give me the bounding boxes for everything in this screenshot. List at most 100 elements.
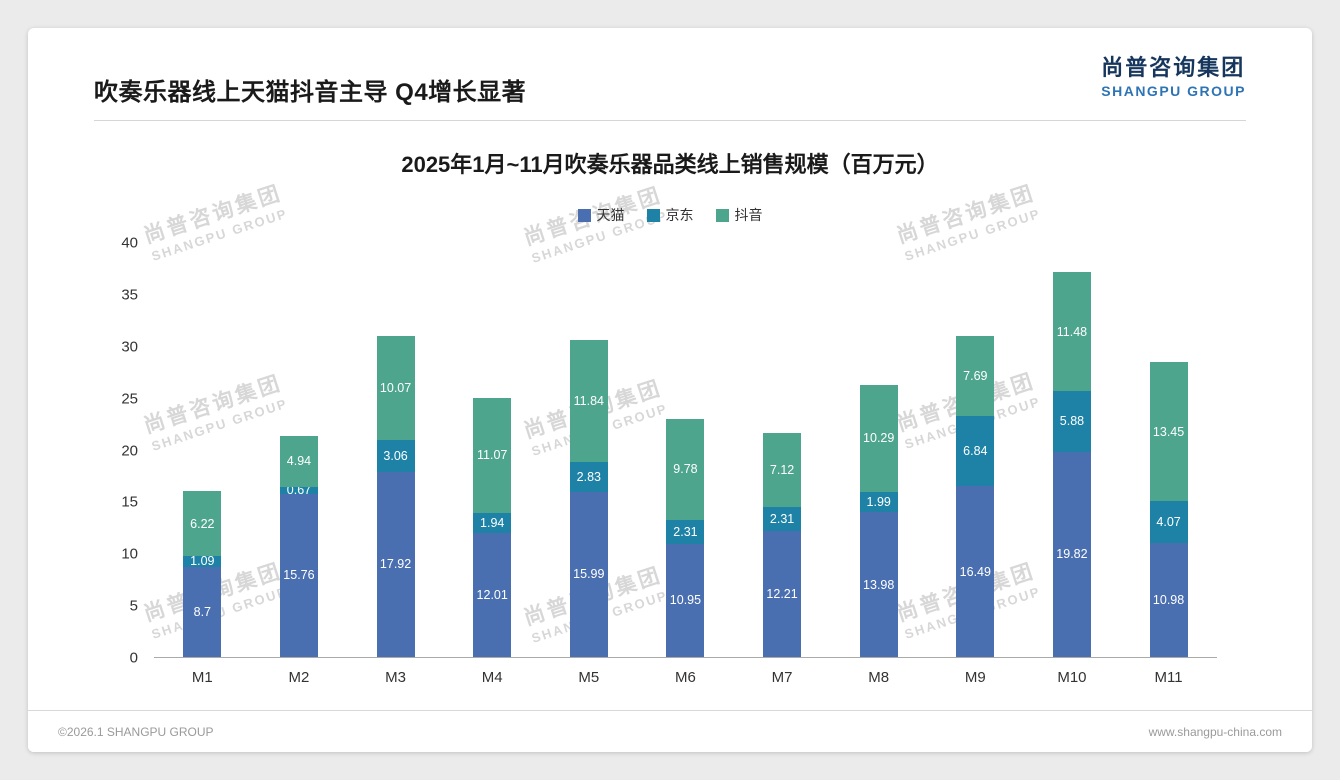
y-tick-label: 40 <box>121 234 138 252</box>
legend-swatch <box>715 208 729 222</box>
bar-stack: 12.21 2.31 7.12 <box>763 243 802 657</box>
y-tick-label: 10 <box>121 545 138 563</box>
bar-stack: 12.01 1.94 11.07 <box>473 243 512 657</box>
footer: ©2026.1 SHANGPU GROUP www.shangpu-china.… <box>28 710 1312 752</box>
bar-segment-天猫: 12.01 <box>473 532 512 657</box>
bar-segment-京东: 1.99 <box>859 491 898 513</box>
bar-segment-天猫: 19.82 <box>1052 451 1091 657</box>
x-axis-label: M3 <box>385 669 406 686</box>
bar-stack: 10.95 2.31 9.78 <box>666 243 705 657</box>
bar-segment-天猫: 15.99 <box>569 491 608 657</box>
y-tick-label: 30 <box>121 338 138 356</box>
bar-column: 12.21 2.31 7.12 M7 <box>763 243 802 686</box>
bar-value-label: 13.98 <box>863 577 895 592</box>
bar-value-label: 3.06 <box>383 448 408 463</box>
bar-segment-抖音: 13.45 <box>1149 362 1188 502</box>
bar-segment-抖音: 10.07 <box>376 335 415 440</box>
legend-swatch <box>646 208 660 222</box>
bar-value-label: 10.95 <box>669 593 702 608</box>
legend: 天猫 京东 抖音 <box>28 205 1312 225</box>
bar-segment-天猫: 8.7 <box>183 566 222 657</box>
bar-stack: 15.99 2.83 11.84 <box>569 243 608 657</box>
bar-segment-抖音: 11.48 <box>1052 272 1091 392</box>
bar-stack: 17.92 3.06 10.07 <box>376 243 415 657</box>
x-axis-label: M9 <box>964 669 986 686</box>
bar-segment-京东: 2.83 <box>569 462 608 492</box>
legend-item: 抖音 <box>715 205 763 225</box>
bar-column: 12.01 1.94 11.07 M4 <box>473 243 512 686</box>
x-axis-label: M2 <box>288 669 310 686</box>
legend-item: 天猫 <box>577 205 625 225</box>
bar-column: 13.98 1.99 10.29 M8 <box>859 243 898 686</box>
page-title: 吹奏乐器线上天猫抖音主导 Q4增长显著 <box>94 79 527 106</box>
bar-segment-抖音: 11.07 <box>473 398 512 513</box>
bar-value-label: 4.07 <box>1156 515 1181 530</box>
bar-value-label: 16.49 <box>959 564 991 579</box>
logo-text-cn: 尚普咨询集团 <box>1101 55 1246 80</box>
footer-copyright: ©2026.1 SHANGPU GROUP <box>58 724 214 739</box>
bar-value-label: 15.99 <box>573 567 605 582</box>
legend-swatch <box>577 208 591 222</box>
bar-value-label: 1.09 <box>190 554 215 569</box>
bar-value-label: 10.98 <box>1152 593 1185 608</box>
legend-label: 京东 <box>665 207 694 223</box>
bar-stack: 10.98 4.07 13.45 <box>1149 243 1188 657</box>
bar-segment-京东: 1.94 <box>473 512 512 533</box>
plot-area: 8.7 1.09 6.22 M1 15.76 0.67 4.94 M2 17.92 3.06 10.… <box>154 243 1217 686</box>
bar-value-label: 11.84 <box>573 393 604 408</box>
x-axis-label: M10 <box>1057 669 1087 686</box>
header-divider <box>94 120 1246 121</box>
bar-column: 15.76 0.67 4.94 M2 <box>279 243 318 686</box>
legend-label: 天猫 <box>596 207 625 223</box>
bar-value-label: 4.94 <box>286 454 312 469</box>
bar-stack: 19.82 5.88 11.48 <box>1052 243 1091 657</box>
bar-value-label: 9.78 <box>673 462 698 477</box>
bar-value-label: 1.99 <box>866 495 891 510</box>
bar-stack: 15.76 0.67 4.94 <box>279 243 318 657</box>
bar-segment-京东: 2.31 <box>763 506 802 531</box>
bar-value-label: 2.31 <box>769 511 795 526</box>
bar-segment-抖音: 10.29 <box>859 385 898 492</box>
bar-column: 16.49 6.84 7.69 M9 <box>956 243 995 686</box>
bar-column: 19.82 5.88 11.48 M10 <box>1052 243 1091 686</box>
bar-segment-抖音: 11.84 <box>569 339 608 463</box>
bar-stack: 16.49 6.84 7.69 <box>956 243 995 657</box>
bar-segment-天猫: 17.92 <box>376 471 415 657</box>
y-tick-label: 5 <box>129 597 138 615</box>
bar-segment-抖音: 7.69 <box>956 335 995 416</box>
bar-segment-京东: 3.06 <box>376 439 415 472</box>
x-axis-label: M1 <box>191 669 213 686</box>
y-tick-label: 20 <box>121 442 138 459</box>
x-axis-label: M5 <box>578 669 600 686</box>
chart: 0 5 10 15 20 25 30 35 40 8.7 1.09 6.22 M1 15.76 0.67 4… <box>98 235 1217 695</box>
bar-segment-天猫: 15.76 <box>279 493 318 657</box>
y-tick-label: 15 <box>121 493 138 511</box>
bar-segment-京东: 0.67 <box>279 483 318 497</box>
bar-value-label: 17.92 <box>379 557 412 572</box>
bar-value-label: 7.69 <box>963 368 988 383</box>
bar-segment-天猫: 13.98 <box>859 512 898 657</box>
bar-segment-天猫: 16.49 <box>956 486 995 657</box>
bar-segment-抖音: 4.94 <box>279 435 318 487</box>
bar-column: 10.95 2.31 9.78 M6 <box>666 243 705 686</box>
bar-value-label: 10.07 <box>379 380 412 395</box>
bar-value-label: 12.21 <box>766 586 798 601</box>
bar-column: 15.99 2.83 11.84 M5 <box>569 243 608 686</box>
legend-item: 京东 <box>646 205 694 225</box>
y-axis: 0 5 10 15 20 25 30 35 40 <box>98 235 146 667</box>
bar-value-label: 13.45 <box>1152 424 1185 439</box>
bar-segment-京东: 6.84 <box>956 415 995 487</box>
bar-segment-天猫: 12.21 <box>763 530 802 657</box>
bar-value-label: 11.48 <box>1056 324 1088 339</box>
footer-website: www.shangpu-china.com <box>1148 724 1282 739</box>
company-logo: 尚普咨询集团 SHANGPU GROUP <box>1101 50 1246 99</box>
bar-value-label: 8.7 <box>193 604 212 619</box>
chart-title: 2025年1月~11月吹奏乐器品类线上销售规模（百万元） <box>401 152 939 177</box>
y-tick-label: 35 <box>121 286 138 304</box>
y-tick-label: 0 <box>129 649 138 667</box>
bar-segment-京东: 1.09 <box>183 554 222 569</box>
bar-value-label: 6.22 <box>190 516 215 531</box>
x-axis-label: M11 <box>1154 669 1183 686</box>
x-axis-label: M7 <box>771 669 793 686</box>
header: 吹奏乐器线上天猫抖音主导 Q4增长显著 尚普咨询集团 SHANGPU GROUP <box>28 28 1312 120</box>
